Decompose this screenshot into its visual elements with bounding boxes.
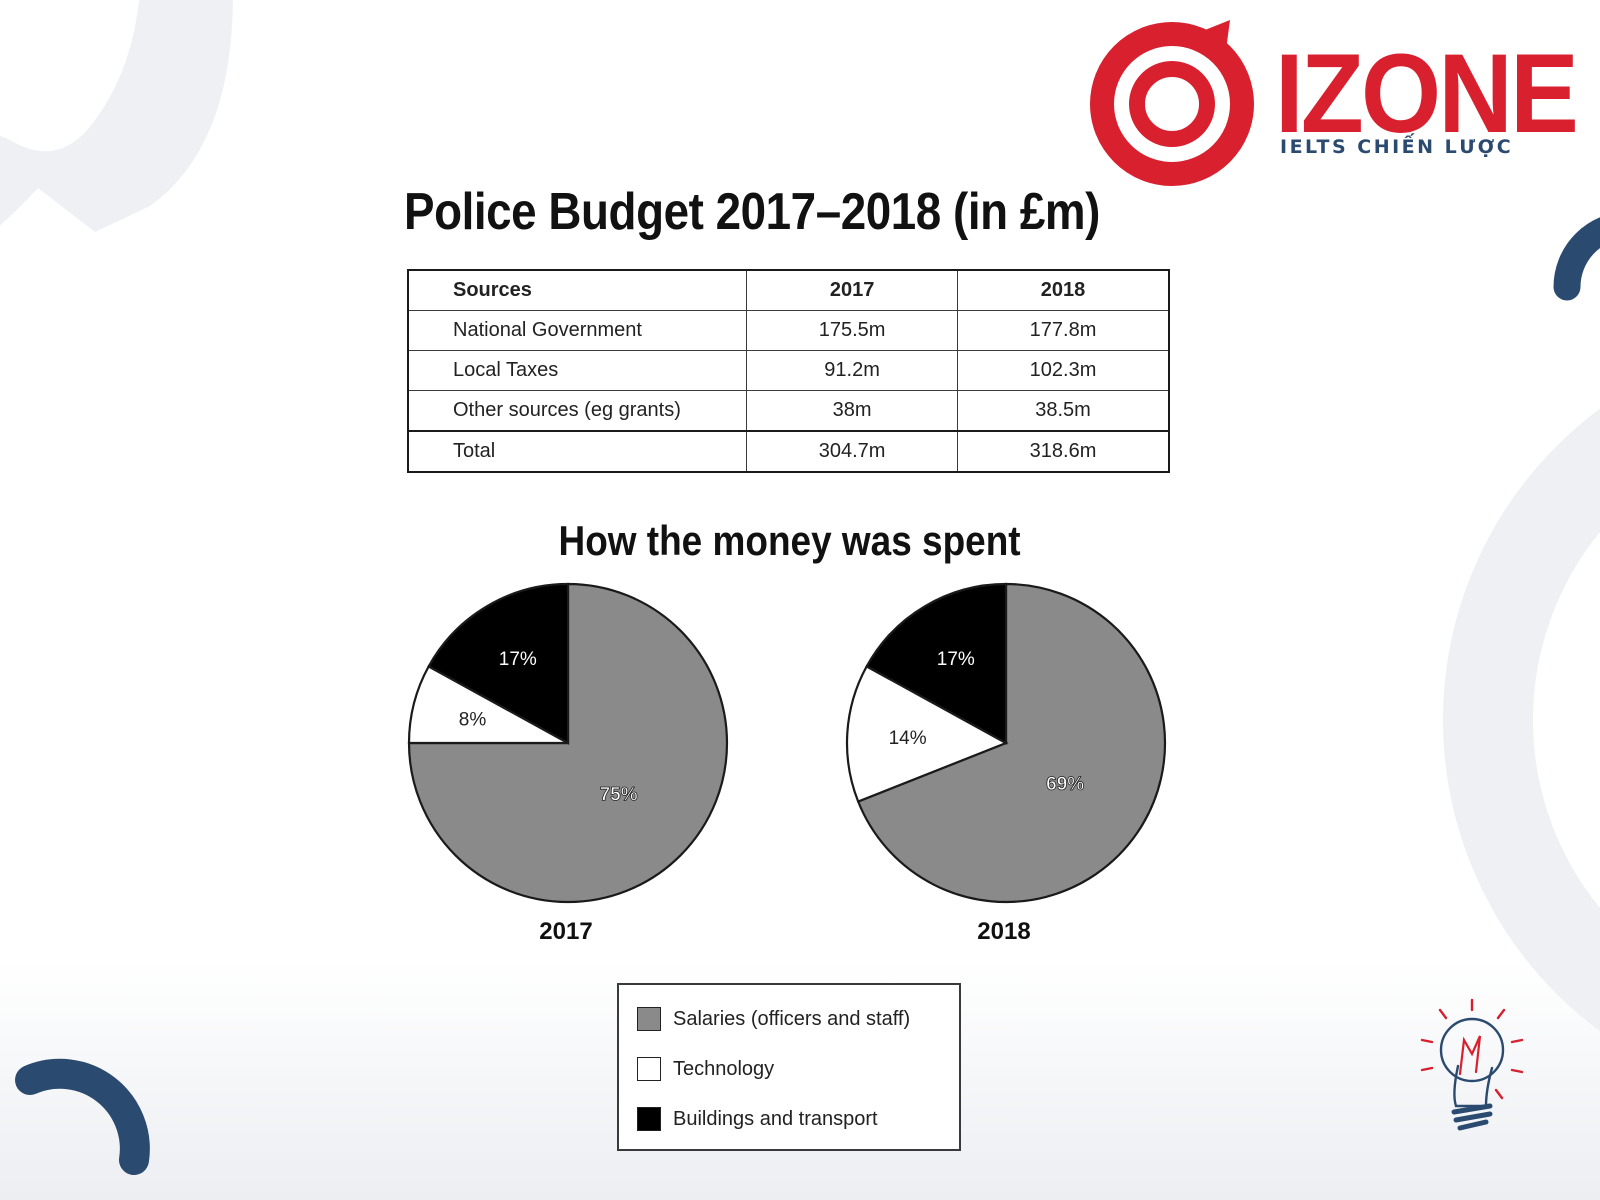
row-2017-value: 91.2m	[746, 350, 959, 391]
pie-caption-2018: 2018	[977, 918, 1030, 945]
chart-title-text: How the money was spent	[558, 517, 1022, 564]
total-label: Total	[407, 430, 748, 473]
total-2018: 318.6m	[957, 430, 1170, 473]
pie-slice-salaries	[856, 582, 1167, 904]
navy-arc-bottom-left	[15, 1058, 150, 1175]
legend-swatch-buildings	[637, 1107, 661, 1131]
chart-legend: Salaries (officers and staff) Technology…	[617, 983, 961, 1151]
bg-ring-right	[1443, 408, 1600, 1032]
bg-speech-bubble-inner	[0, 0, 140, 152]
pie-chart-2017: 75% 8% 17% 2017	[407, 582, 729, 945]
legend-label-buildings: Buildings and transport	[673, 1107, 878, 1130]
pie-label-buildings: 17%	[937, 649, 975, 670]
pie-chart-2018: 69% 14% 17% 2018	[845, 582, 1167, 945]
brand-tagline: IELTS CHIẾN LƯỢC	[1280, 136, 1514, 158]
pie-slice-technology	[845, 664, 1009, 803]
pie-label-technology: 14%	[889, 728, 927, 749]
row-2017-value: 175.5m	[746, 310, 959, 351]
page-title: Police Budget 2017–2018 (in £m)	[404, 183, 1100, 241]
pie-label-buildings: 17%	[499, 649, 537, 670]
table-row: Other sources (eg grants) 38m 38.5m	[407, 390, 1170, 432]
table-row: Local Taxes 91.2m 102.3m	[407, 350, 1170, 391]
legend-item-salaries: Salaries (officers and staff)	[637, 1007, 910, 1031]
total-2017: 304.7m	[746, 430, 959, 473]
legend-label-technology: Technology	[673, 1057, 775, 1080]
legend-item-technology: Technology	[637, 1057, 774, 1081]
legend-swatch-technology	[637, 1057, 661, 1081]
row-source: Other sources (eg grants)	[407, 390, 748, 432]
legend-swatch-salaries	[637, 1007, 661, 1031]
row-2018-value: 38.5m	[957, 390, 1170, 432]
chart-title: How the money was spent	[0, 520, 1600, 562]
navy-arc-right	[1553, 217, 1600, 301]
legend-label-salaries: Salaries (officers and staff)	[673, 1007, 911, 1030]
row-2018-value: 102.3m	[957, 350, 1170, 391]
table-header-row: Sources 2017 2018	[407, 269, 1170, 311]
header-2017: 2017	[746, 269, 959, 311]
target-icon	[1090, 20, 1254, 186]
table-total-row: Total 304.7m 318.6m	[407, 430, 1170, 473]
budget-table: Sources 2017 2018 National Government 17…	[407, 269, 1170, 473]
row-2017-value: 38m	[746, 390, 959, 432]
row-source: Local Taxes	[407, 350, 748, 391]
pie-label-technology: 8%	[459, 710, 487, 731]
row-2018-value: 177.8m	[957, 310, 1170, 351]
table-row: National Government 175.5m 177.8m	[407, 310, 1170, 351]
brand-name: IZONE	[1275, 31, 1579, 156]
header-sources: Sources	[407, 269, 748, 311]
pie-label-salaries: 75%	[600, 785, 638, 806]
lightbulb-icon	[1420, 998, 1524, 1131]
izone-logo: IZONE IELTS CHIẾN LƯỢC	[1080, 10, 1580, 190]
pie-slice-buildings	[427, 582, 570, 745]
legend-item-buildings: Buildings and transport	[637, 1107, 878, 1131]
pie-label-salaries: 69%	[1046, 774, 1084, 795]
pie-caption-2017: 2017	[539, 918, 592, 945]
pie-slice-buildings	[865, 582, 1008, 745]
